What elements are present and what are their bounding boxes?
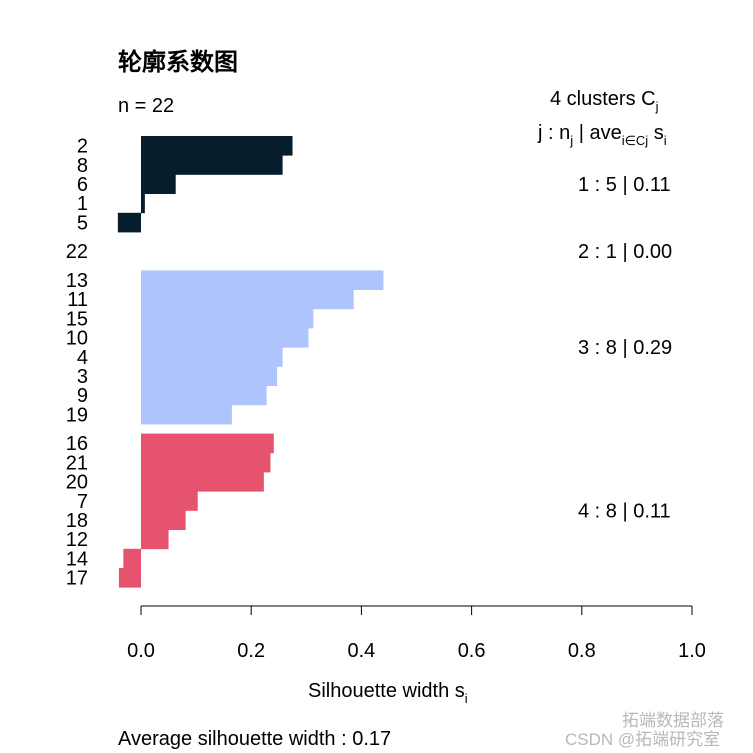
silhouette-bar-obs-5 [117,212,141,233]
silhouette-bar-obs-19 [141,404,232,425]
obs-label-21: 21 [66,452,88,474]
x-tick-label-0.8: 0.8 [568,640,596,662]
obs-label-16: 16 [66,433,88,455]
x-axis-ticks: 0.0 0.2 0.4 0.6 0.8 1.0 [127,606,706,662]
obs-label-12: 12 [66,529,88,551]
legend-header-line1: 4 clusters Cj [550,88,659,114]
obs-label-9: 9 [77,385,88,407]
cluster-summary-1: 1 : 5 | 0.11 [578,174,671,196]
silhouette-bar-obs-12 [141,529,169,550]
silhouette-bar-obs-15 [141,308,314,329]
obs-label-11: 11 [67,289,88,311]
cluster-summary-3: 3 : 8 | 0.29 [578,337,672,359]
chart-subtitle: n = 22 [118,95,174,117]
obs-label-5: 5 [77,212,88,234]
obs-label-10: 10 [66,328,88,350]
obs-label-22: 22 [66,241,88,263]
silhouette-bar-obs-9 [141,385,267,406]
obs-label-13: 13 [66,270,88,292]
silhouette-bar-obs-10 [141,328,309,348]
silhouette-bar-obs-8 [141,155,283,175]
obs-label-7: 7 [77,491,88,513]
obs-label-18: 18 [66,510,88,532]
obs-label-15: 15 [66,308,88,330]
cluster-summary-group: 1 : 5 | 0.11 2 : 1 | 0.00 3 : 8 | 0.29 4 : … [578,174,672,522]
silhouette-bar-obs-1 [141,193,145,214]
silhouette-bar-obs-18 [141,510,186,530]
cluster-summary-2: 2 : 1 | 0.00 [578,241,672,263]
x-tick-label-1.0: 1.0 [678,640,706,662]
silhouette-bar-obs-17 [118,568,141,588]
obs-label-19: 19 [66,404,88,426]
x-tick-label-0.4: 0.4 [347,640,375,662]
silhouette-bar-obs-4 [141,347,283,367]
chart-title: 轮廓系数图 [118,48,238,76]
obs-label-8: 8 [77,155,88,177]
x-tick-label-0.6: 0.6 [458,640,486,662]
silhouette-bar-obs-2 [141,136,293,156]
silhouette-bar-obs-7 [141,491,198,511]
obs-label-20: 20 [66,472,88,494]
silhouette-bar-obs-13 [141,270,384,290]
x-axis-label: Silhouette width si [308,680,468,706]
silhouette-bar-obs-6 [141,174,176,194]
legend-header-line2: j : nj | avei∈Cj si [537,122,667,148]
x-tick-label-0.2: 0.2 [237,640,265,662]
watermark: 拓端数据部落 CSDN @拓端研究室 [565,711,724,749]
silhouette-bar-obs-20 [141,472,264,492]
obs-label-6: 6 [77,174,88,196]
silhouette-bar-obs-21 [141,452,271,473]
obs-label-17: 17 [66,568,88,590]
silhouette-bar-obs-16 [141,433,274,454]
obs-label-3: 3 [77,366,88,388]
watermark-line1: 拓端数据部落 [622,711,724,730]
obs-label-4: 4 [77,347,88,369]
silhouette-bar-obs-14 [123,548,141,569]
silhouette-bar-obs-11 [141,289,354,310]
bars-group [117,136,384,588]
obs-label-14: 14 [66,548,88,570]
cluster-summary-4: 4 : 8 | 0.11 [578,500,671,522]
silhouette-bar-obs-3 [141,366,278,386]
obs-label-1: 1 [77,193,88,215]
obs-label-2: 2 [77,136,88,158]
watermark-line2: CSDN @拓端研究室 [565,730,720,749]
x-tick-label-0.0: 0.0 [127,640,155,662]
average-silhouette-footer: Average silhouette width : 0.17 [118,728,391,750]
